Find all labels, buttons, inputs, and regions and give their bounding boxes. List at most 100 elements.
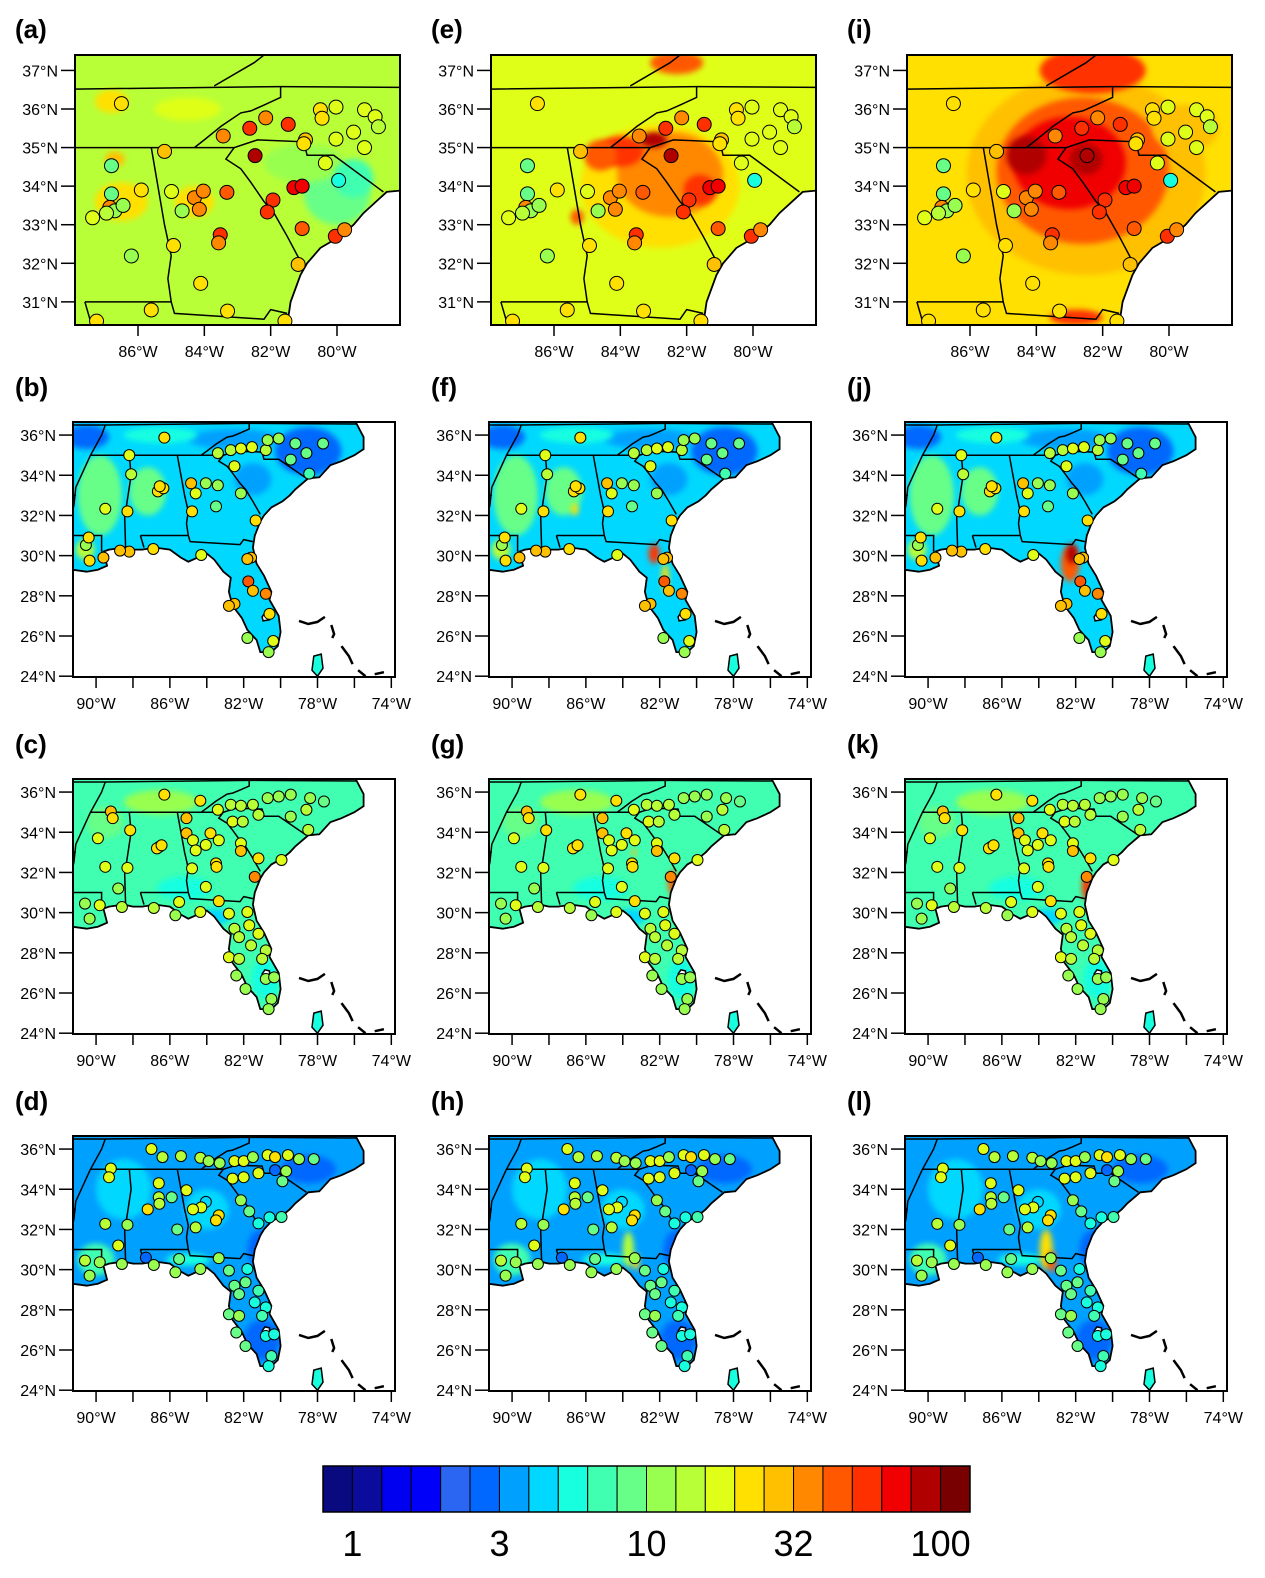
map-frame [906,54,1233,326]
lat-tick-label: 36°N [20,785,56,802]
station-marker [103,186,119,202]
station-marker [569,1197,582,1210]
state-border [1056,147,1134,262]
station-marker [233,952,246,965]
station-marker [915,1269,928,1282]
state-border [1032,423,1082,456]
island [1162,981,1168,996]
station-marker [947,1258,960,1271]
station-marker [925,899,938,912]
station-marker [663,148,679,164]
station-marker [677,792,690,805]
station-marker [1077,441,1090,454]
island [340,1002,354,1022]
field-blob [998,1253,1043,1266]
station-marker [212,1252,225,1265]
field-blob [129,467,167,516]
station-marker [265,993,278,1006]
station-marker [1005,1252,1018,1265]
station-marker [700,810,713,823]
station-marker [990,431,1003,444]
station-marker [513,551,526,564]
station-marker [252,1217,265,1230]
station-marker [716,803,729,816]
land-field [73,779,364,1010]
station-marker [681,1350,694,1363]
station-marker [210,500,223,513]
station-marker [706,256,722,272]
station-marker [938,812,951,825]
station-marker [1073,1263,1086,1276]
station-marker [212,834,225,847]
station-marker [668,808,681,821]
station-marker [1084,927,1097,940]
colorbar-box [410,1465,442,1513]
lat-tick-label: 30°N [436,906,472,923]
station-marker [744,131,760,147]
station-marker [659,919,672,932]
panel-label: (k) [847,729,879,759]
station-marker [180,812,193,825]
lat-tick-label: 24°N [436,1026,472,1043]
station-marker [294,178,310,194]
lat-tick-label: 33°N [854,218,890,235]
station-marker [659,1205,672,1218]
lat-tick-label: 26°N [436,629,472,646]
station-marker [222,1264,235,1277]
station-marker [357,140,373,156]
field-blob [545,467,583,516]
colorbar-box [381,1465,412,1513]
island [1172,645,1186,665]
station-marker [262,646,275,659]
station-marker [189,844,202,857]
station-marker [1126,221,1142,237]
station-marker [989,143,1005,159]
island [714,615,742,626]
map-panel: (l) 36°N 34°N 32°N 30°N 28°N 26°N 24°N 90°W 86°W 8… [847,1086,1244,1427]
lon-tick-label: 74°W [372,696,412,713]
field-contours [570,55,740,248]
state-border [633,454,677,515]
island [746,1338,752,1353]
station-marker [1136,792,1149,805]
station-marker [710,221,726,237]
island [1130,972,1158,983]
state-border [211,422,216,424]
lat-tick-label: 32°N [436,1222,472,1239]
field-blob [955,790,1030,815]
station-marker [1091,587,1104,600]
station-marker [1112,116,1128,132]
station-marker [977,1143,990,1156]
station-marker [1080,1296,1093,1309]
island [746,981,752,996]
station-marker [230,969,243,982]
station-marker [655,1339,668,1352]
station-marker [99,205,115,221]
lon-tick-label: 84°W [185,344,225,361]
lat-tick-label: 28°N [20,589,56,606]
station-marker [571,839,584,852]
station-marker [300,447,313,460]
colorbar-tick-label: 3 [489,1523,509,1564]
station-marker [1101,1164,1114,1177]
station-marker [762,124,778,140]
station-marker [649,1309,662,1322]
station-marker [1091,204,1107,220]
station-marker [1079,148,1095,164]
colorbar-box [351,1465,383,1513]
station-marker [549,182,565,198]
map-panel: (k) 36°N 34°N 32°N 30°N 28°N 26°N 24°N 90°W 86°W 8… [847,729,1244,1070]
station-marker [649,931,662,944]
station-marker [239,1339,252,1352]
station-marker [233,931,246,944]
station-marker [213,1157,226,1170]
lat-tick-label: 34°N [438,179,474,196]
station-marker [979,1259,992,1272]
station-marker [640,444,653,457]
state-border [555,535,561,548]
station-marker [697,1149,710,1162]
station-marker [1026,1263,1039,1276]
station-marker [596,1184,609,1197]
lat-tick-label: 32°N [852,1222,888,1239]
station-marker [590,203,606,219]
